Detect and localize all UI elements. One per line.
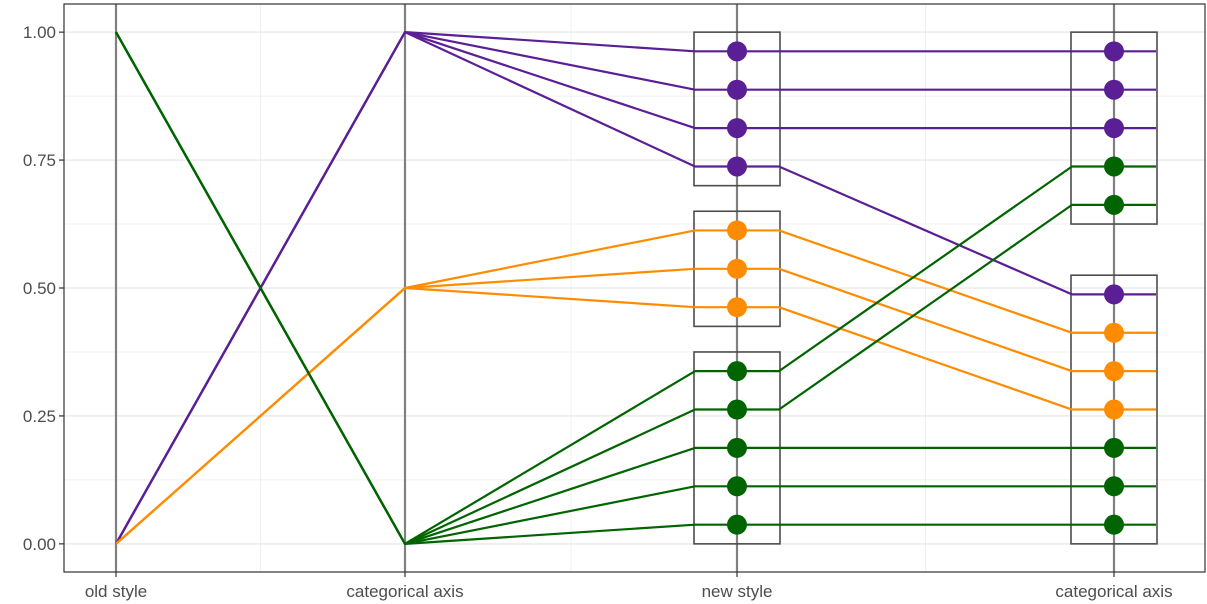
data-point-green bbox=[1104, 476, 1124, 497]
data-point-green bbox=[1104, 156, 1124, 177]
data-point-orange bbox=[727, 297, 747, 318]
x-axis-ticks: old style categorical axis new style catego… bbox=[85, 572, 1173, 601]
data-point-purple bbox=[1104, 284, 1124, 305]
x-tick-label: old style bbox=[85, 582, 147, 601]
data-point-purple bbox=[727, 79, 747, 100]
data-point-green bbox=[727, 361, 747, 382]
x-tick-label: new style bbox=[702, 582, 773, 601]
series-line-orange bbox=[115, 229, 1156, 545]
x-tick-label: categorical axis bbox=[1055, 582, 1172, 601]
data-point-orange bbox=[1104, 322, 1124, 343]
y-tick-label: 0.00 bbox=[23, 535, 56, 554]
data-point-green bbox=[727, 437, 747, 458]
data-point-purple bbox=[727, 156, 747, 177]
data-point-purple bbox=[1104, 118, 1124, 139]
data-point-orange bbox=[1104, 361, 1124, 382]
data-point-orange bbox=[1104, 399, 1124, 420]
data-point-green bbox=[727, 399, 747, 420]
data-point-green bbox=[1104, 194, 1124, 215]
data-point-green bbox=[727, 476, 747, 497]
data-point-purple bbox=[727, 41, 747, 62]
data-point-green bbox=[1104, 514, 1124, 535]
data-point-orange bbox=[727, 258, 747, 279]
data-point-green bbox=[1104, 437, 1124, 458]
y-axis-ticks: 0.00 0.25 0.50 0.75 1.00 bbox=[23, 23, 64, 554]
y-tick-label: 0.50 bbox=[23, 279, 56, 298]
series-points bbox=[727, 41, 1124, 535]
data-point-purple bbox=[727, 118, 747, 139]
data-point-purple bbox=[1104, 41, 1124, 62]
y-tick-label: 0.25 bbox=[23, 407, 56, 426]
x-tick-label: categorical axis bbox=[346, 582, 463, 601]
y-tick-label: 1.00 bbox=[23, 23, 56, 42]
data-point-green bbox=[727, 514, 747, 535]
category-box bbox=[693, 31, 781, 187]
y-tick-label: 0.75 bbox=[23, 151, 56, 170]
data-point-purple bbox=[1104, 79, 1124, 100]
data-point-orange bbox=[727, 220, 747, 241]
